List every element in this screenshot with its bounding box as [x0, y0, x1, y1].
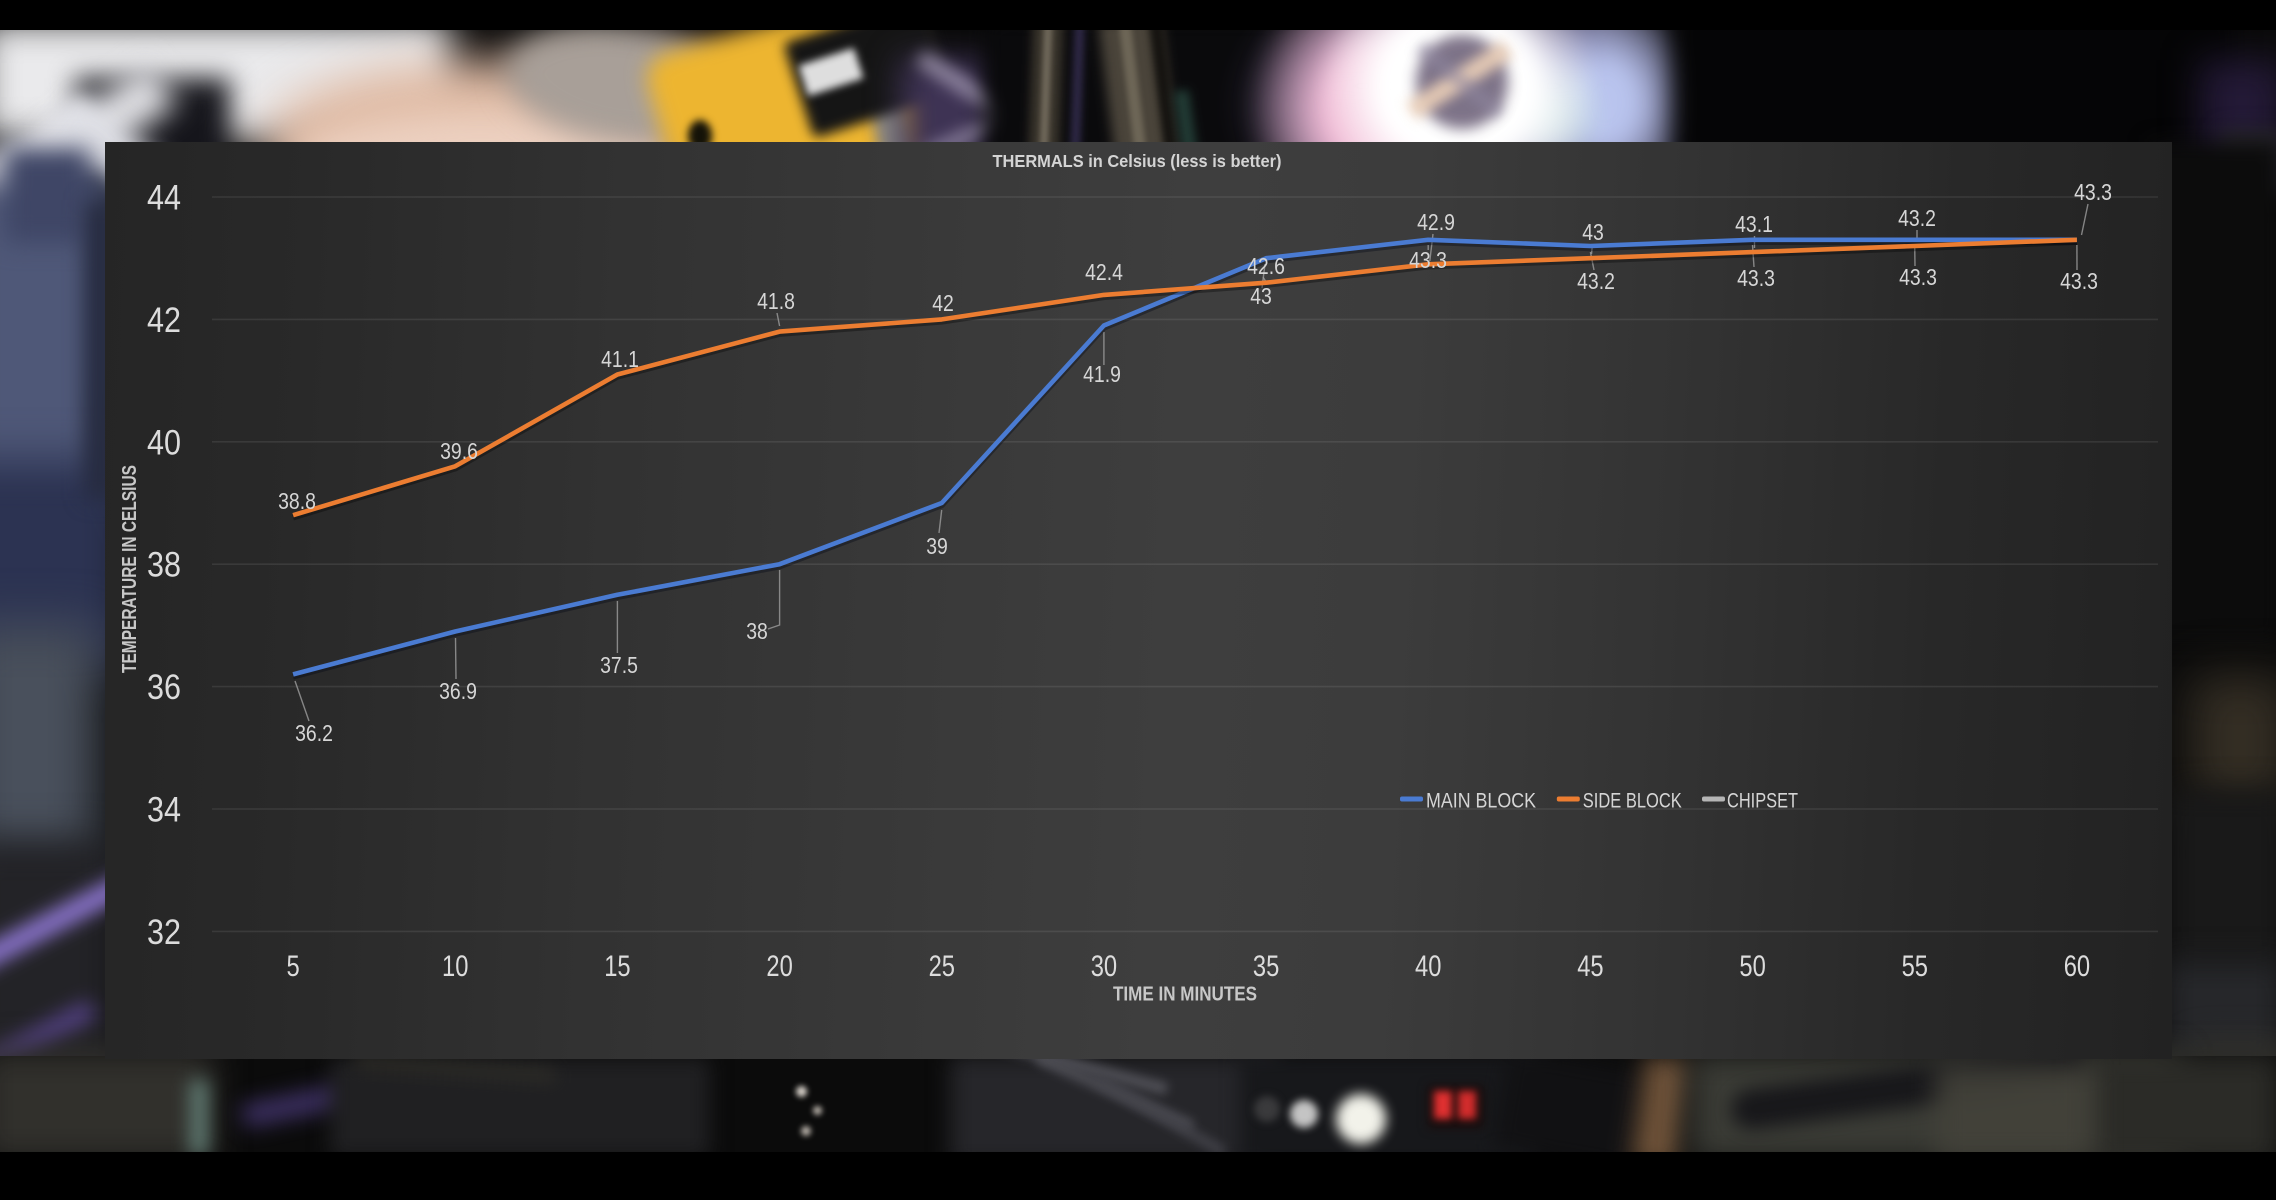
svg-text:TIME IN MINUTES: TIME IN MINUTES [1113, 983, 1257, 1006]
svg-text:40: 40 [147, 423, 181, 462]
svg-text:5: 5 [287, 950, 300, 983]
svg-text:43.3: 43.3 [1737, 265, 1775, 291]
svg-text:43: 43 [1250, 283, 1272, 309]
svg-text:THERMALS in Celsius (less is b: THERMALS in Celsius (less is better) [993, 151, 1282, 171]
svg-text:43.2: 43.2 [1898, 205, 1936, 231]
svg-text:36.9: 36.9 [439, 678, 477, 704]
svg-text:43.3: 43.3 [1409, 247, 1447, 273]
svg-text:34: 34 [147, 791, 181, 830]
svg-text:15: 15 [604, 950, 630, 983]
svg-text:43.3: 43.3 [2074, 179, 2112, 205]
svg-text:32: 32 [147, 913, 181, 952]
svg-text:39: 39 [926, 533, 948, 559]
svg-text:44: 44 [147, 179, 181, 218]
svg-text:40: 40 [1415, 950, 1441, 983]
svg-text:36: 36 [147, 668, 181, 707]
svg-text:43.3: 43.3 [2060, 268, 2098, 294]
svg-text:43.3: 43.3 [1899, 264, 1937, 290]
svg-text:38.8: 38.8 [278, 488, 316, 514]
svg-text:41.9: 41.9 [1083, 361, 1121, 387]
svg-text:60: 60 [2064, 950, 2090, 983]
svg-text:42.4: 42.4 [1085, 259, 1123, 285]
svg-text:42: 42 [932, 290, 954, 316]
svg-text:38: 38 [147, 546, 181, 585]
svg-text:42: 42 [147, 301, 181, 340]
svg-text:20: 20 [766, 950, 792, 983]
svg-text:10: 10 [442, 950, 468, 983]
svg-text:30: 30 [1091, 950, 1117, 983]
svg-text:38: 38 [746, 618, 768, 644]
svg-text:CHIPSET: CHIPSET [1727, 789, 1798, 813]
svg-text:41.8: 41.8 [757, 288, 795, 314]
svg-text:42.6: 42.6 [1247, 253, 1285, 279]
svg-text:43: 43 [1582, 219, 1604, 245]
svg-text:SIDE BLOCK: SIDE BLOCK [1583, 789, 1683, 813]
svg-text:45: 45 [1577, 950, 1603, 983]
svg-text:TEMPERATURE IN CELSIUS: TEMPERATURE IN CELSIUS [118, 465, 141, 673]
svg-text:25: 25 [929, 950, 955, 983]
svg-text:43.1: 43.1 [1735, 211, 1773, 237]
svg-text:50: 50 [1739, 950, 1765, 983]
svg-text:43.2: 43.2 [1577, 268, 1615, 294]
svg-text:42.9: 42.9 [1417, 209, 1455, 235]
svg-text:55: 55 [1902, 950, 1928, 983]
svg-text:37.5: 37.5 [600, 652, 638, 678]
svg-text:36.2: 36.2 [295, 720, 333, 746]
svg-text:35: 35 [1253, 950, 1279, 983]
svg-text:39.6: 39.6 [440, 438, 478, 464]
svg-text:MAIN BLOCK: MAIN BLOCK [1426, 789, 1537, 813]
svg-text:41.1: 41.1 [601, 346, 639, 372]
